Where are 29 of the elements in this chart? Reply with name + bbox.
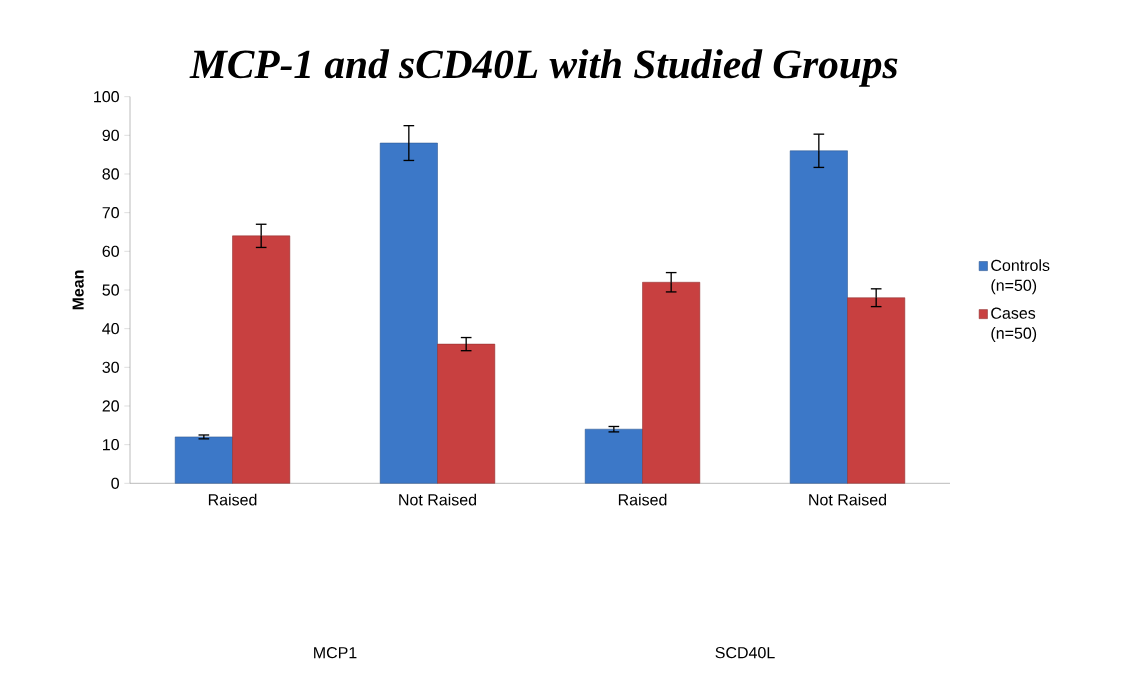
y-tick-label: 30: [102, 361, 119, 373]
bar: [789, 150, 848, 484]
text: SCD40L: [715, 646, 775, 659]
y-tick-label: 40: [102, 323, 119, 335]
y-tick-label: 90: [102, 129, 119, 141]
chart-title: MCP-1 and sCD40L with Studied Groups: [189, 49, 898, 87]
y-tick-label: 10: [103, 439, 119, 451]
bar: [174, 436, 233, 484]
x-tick-label: Raised: [618, 493, 667, 506]
y-axis-title: Mean: [72, 270, 84, 310]
x-tick-label: Raised: [208, 493, 257, 506]
y-tick-label: 20: [102, 400, 119, 412]
bar: [847, 297, 906, 484]
bar: [379, 142, 438, 484]
text: MCP1: [314, 646, 357, 659]
y-tick-label: 50: [102, 284, 119, 296]
y-tick-label: 70: [102, 207, 119, 219]
legend-label: Controls (n=50): [991, 259, 1050, 295]
y-tick-label: 0: [111, 477, 119, 489]
y-tick-label: 80: [102, 168, 119, 180]
bar: [437, 343, 496, 484]
bar: [584, 428, 643, 484]
y-tick-label: 100: [94, 91, 119, 103]
bar: [232, 235, 291, 484]
bar: [642, 281, 701, 484]
x-tick-label: Not Raised: [399, 493, 477, 506]
legend-label: Cases (n=50): [991, 307, 1037, 343]
x-tick-label: Not Raised: [809, 493, 887, 506]
y-tick-label: 60: [102, 245, 119, 257]
